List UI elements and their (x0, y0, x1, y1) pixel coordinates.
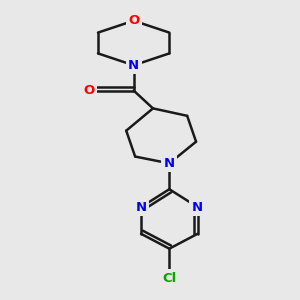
Text: N: N (164, 157, 175, 170)
Text: O: O (128, 14, 139, 27)
Text: Cl: Cl (162, 272, 176, 285)
Text: N: N (128, 59, 139, 72)
Text: N: N (192, 201, 203, 214)
Text: O: O (83, 84, 95, 97)
Text: N: N (136, 201, 147, 214)
